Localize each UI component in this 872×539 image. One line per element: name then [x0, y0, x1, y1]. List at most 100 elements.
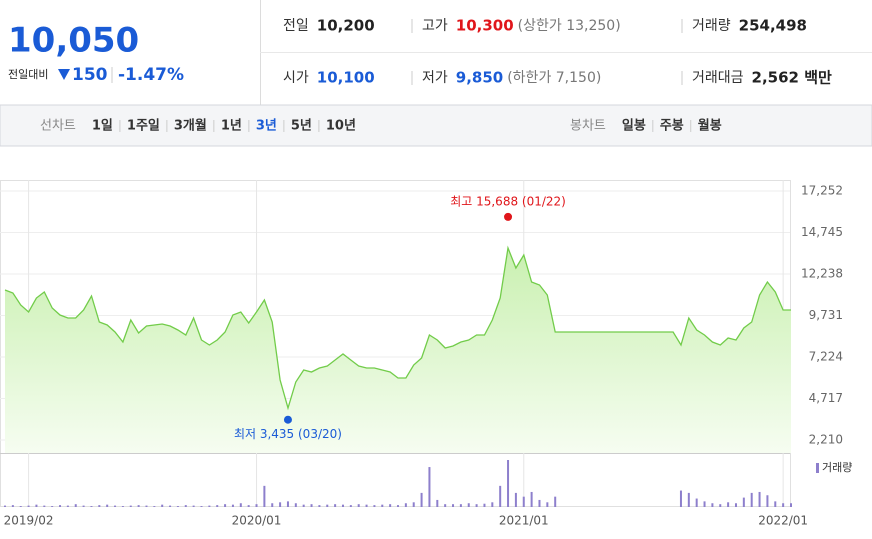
volume-bar: [247, 505, 250, 507]
volume-bar: [734, 503, 737, 507]
toolbar-item[interactable]: 일봉: [622, 119, 646, 134]
volume-bar: [90, 506, 93, 507]
legend-label: 거래량: [822, 461, 852, 474]
field-note: (상한가 13,250): [518, 18, 621, 34]
field-label: 저가: [422, 70, 448, 86]
down-arrow: [58, 69, 70, 80]
volume-bar: [224, 504, 227, 507]
change-rate: -1.47%: [118, 65, 184, 85]
volume-bar: [106, 504, 109, 507]
volume-bar: [4, 505, 6, 507]
toolbar-item[interactable]: 선차트: [40, 119, 76, 134]
volume-bar: [711, 503, 714, 507]
volume-bar: [192, 505, 195, 507]
volume-bar: [538, 499, 541, 507]
volume-bar: [695, 498, 698, 507]
volume-bar: [98, 505, 101, 507]
volume-bar: [318, 505, 321, 507]
volume-bar: [530, 491, 533, 507]
toolbar-item[interactable]: 5년: [291, 119, 312, 134]
volume-bar: [43, 505, 46, 507]
field-label: 거래량: [692, 18, 731, 34]
toolbar-item[interactable]: 봉차트: [570, 119, 606, 134]
volume-bar: [263, 485, 266, 507]
toolbar-item[interactable]: 1주일: [127, 119, 160, 134]
extreme-label: 최고 15,688 (01/22): [450, 194, 566, 208]
volume-bar: [404, 503, 407, 507]
field-value: 9,850: [456, 69, 503, 87]
volume-bar: [750, 492, 753, 507]
y-tick-label: 12,238: [801, 267, 843, 281]
volume-bar: [200, 506, 203, 507]
volume-bar: [782, 503, 785, 507]
volume-bar: [129, 505, 132, 507]
extreme-marker: [283, 415, 292, 424]
volume-bar: [114, 505, 117, 507]
toolbar-item[interactable]: 3개월: [174, 118, 207, 134]
volume-bar: [727, 502, 730, 507]
field-label: 거래대금: [692, 70, 744, 86]
volume-bar: [546, 502, 549, 507]
volume-bar: [176, 506, 179, 507]
toolbar-item[interactable]: 10년: [326, 119, 356, 134]
volume-bar: [365, 504, 368, 507]
field-value: 2,562 백만: [752, 69, 832, 87]
volume-bar: [121, 506, 124, 507]
toolbar-item[interactable]: 주봉: [660, 119, 684, 134]
volume-bar: [428, 467, 431, 507]
volume-bar: [499, 485, 502, 507]
field-label: 전일: [283, 18, 309, 34]
toolbar-item[interactable]: 1년: [221, 119, 242, 134]
volume-bar: [271, 503, 274, 507]
field-value: 10,300: [456, 17, 514, 35]
volume-bar: [294, 503, 297, 507]
y-tick-label: 14,745: [801, 225, 843, 239]
volume-bar: [373, 505, 376, 507]
volume-bar: [412, 502, 415, 507]
volume-bar: [326, 504, 329, 507]
volume-bar: [216, 505, 219, 507]
volume-bar: [208, 505, 211, 507]
volume-bar: [334, 504, 337, 507]
volume-bar: [51, 506, 54, 507]
x-tick-label: 2022/01: [758, 514, 808, 528]
volume-bar: [679, 490, 682, 507]
volume-bar: [19, 506, 22, 507]
volume-bar: [467, 503, 470, 507]
toolbar-item[interactable]: 월봉: [698, 118, 722, 134]
volume-bar: [145, 505, 148, 507]
field-label: 시가: [283, 70, 309, 86]
extreme-label: 최저 3,435 (03/20): [234, 427, 342, 441]
legend-swatch: [816, 463, 819, 473]
volume-bar: [255, 504, 258, 507]
field-value: 10,100: [317, 69, 375, 87]
volume-bar: [231, 504, 234, 507]
volume-bar: [774, 501, 777, 507]
volume-bar: [302, 504, 305, 507]
volume-bar: [790, 503, 792, 507]
volume-bar: [766, 495, 769, 507]
volume-bar: [444, 504, 447, 507]
x-tick-label: 2021/01: [499, 514, 549, 528]
volume-bar: [703, 501, 706, 507]
y-tick-label: 7,224: [809, 350, 843, 364]
volume-bar: [381, 504, 384, 507]
y-tick-label: 2,210: [809, 433, 843, 447]
y-tick-label: 4,717: [809, 391, 843, 405]
volume-bar: [475, 504, 478, 507]
volume-bar: [459, 504, 462, 507]
toolbar-item[interactable]: 3년: [256, 119, 277, 134]
volume-bar: [27, 505, 30, 507]
volume-bar: [137, 505, 140, 507]
field-value: 254,498: [739, 17, 807, 35]
toolbar-item[interactable]: 1일: [92, 119, 113, 134]
price-line: [4, 245, 791, 411]
x-tick-label: 2019/02: [4, 514, 54, 528]
volume-bar: [758, 491, 761, 507]
volume-bar: [184, 505, 187, 507]
toolbar: [0, 104, 872, 147]
current-price: 10,050: [8, 21, 139, 61]
volume-bar: [389, 504, 392, 507]
volume-bar: [687, 492, 690, 507]
